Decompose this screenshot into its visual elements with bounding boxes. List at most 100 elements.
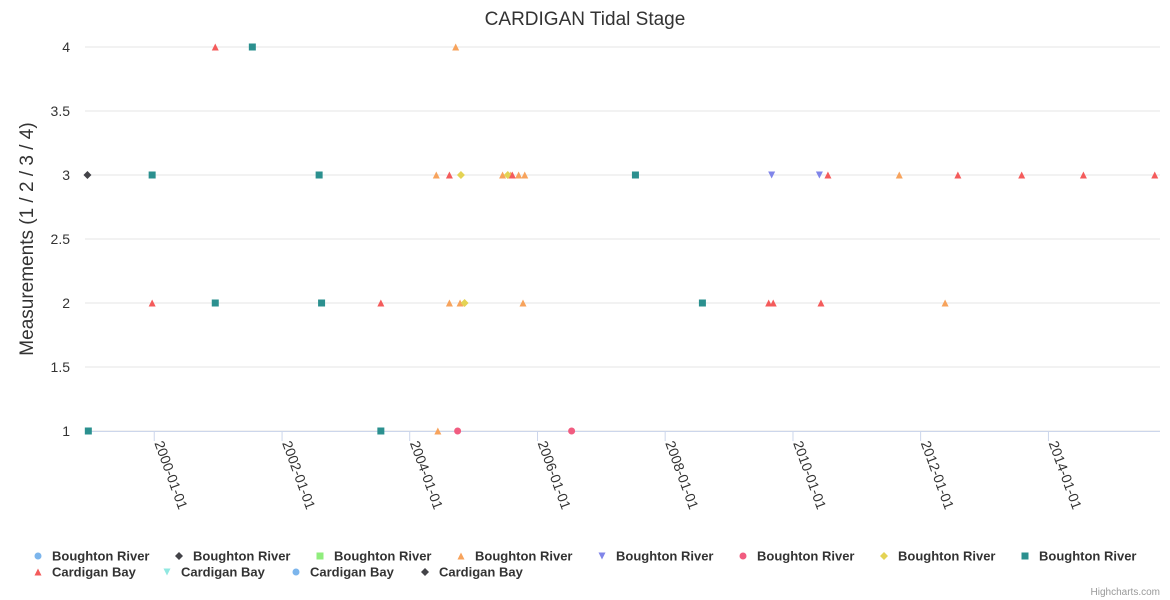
legend-label: Cardigan Bay [181,565,266,580]
data-point-series-8 [1079,171,1087,179]
data-point-series-8 [445,171,453,179]
legend-label: Cardigan Bay [52,565,137,580]
x-axis: 2000-01-01 2002-01-01 2004-01-01 2006-01-01… [85,431,1160,512]
data-point-series-3 [445,299,453,307]
legend-label: Boughton River [193,549,291,564]
legend-symbol [175,552,183,560]
y-tick-label: 4 [62,39,70,55]
legend-label: Boughton River [1039,549,1137,564]
legend-label: Boughton River [898,549,996,564]
data-point-series-3 [941,299,949,307]
legend: Boughton River Boughton River Boughton Riv… [34,549,1137,580]
y-tick-label: 2.5 [51,231,71,247]
data-point-series-3 [519,299,527,307]
data-point-series-3 [499,171,507,179]
legend-label: Boughton River [334,549,432,564]
data-point-series-3 [521,171,529,179]
data-point-series-7 [315,171,323,179]
legend-symbol [598,552,606,560]
data-point-series-7 [148,171,156,179]
legend-item[interactable]: Cardigan Bay [163,565,266,580]
y-tick-label: 3.5 [51,103,71,119]
data-point-series-8 [377,299,385,307]
data-point-series-8 [817,299,825,307]
data-point-series-7 [377,427,385,435]
legend-symbol [1021,552,1029,560]
legend-item[interactable]: Boughton River [34,549,150,564]
legend-item[interactable]: Boughton River [316,549,432,564]
data-point-series-3 [434,427,442,435]
data-point-series-8 [954,171,962,179]
data-point-series-8 [211,43,219,51]
y-tick-label: 1 [62,423,70,439]
y-axis-title: Measurements (1 / 2 / 3 / 4) [17,122,38,355]
legend-item[interactable]: Boughton River [1021,549,1137,564]
legend-item[interactable]: Boughton River [457,549,573,564]
data-point-series-8 [824,171,832,179]
x-tick-label: 2002-01-01 [279,439,319,512]
x-tick-label: 2004-01-01 [407,439,447,512]
data-point-series-3 [432,171,440,179]
legend-symbol [163,568,171,576]
legend-label: Boughton River [616,549,714,564]
data-point-series-3 [895,171,903,179]
legend-label: Boughton River [475,549,573,564]
x-tick-label: 2014-01-01 [1046,439,1086,512]
data-point-series-6 [456,171,465,179]
data-point-series-8 [1151,171,1159,179]
data-point-series-8 [148,299,156,307]
legend-item[interactable]: Boughton River [598,549,714,564]
data-point-series-7 [248,43,256,51]
data-point-series-7 [631,171,639,179]
legend-symbol [34,552,42,560]
legend-label: Cardigan Bay [439,565,524,580]
data-point-series-8 [1018,171,1026,179]
data-point-series-3 [456,299,464,307]
data-point-series-8 [508,171,516,179]
legend-item[interactable]: Boughton River [175,549,291,564]
data-point-series-1 [83,171,92,179]
legend-item[interactable]: Cardigan Bay [421,565,524,580]
data-point-series-7 [318,299,326,307]
data-point-series-5 [454,427,462,435]
legend-symbol [316,552,324,560]
data-point-series-3 [452,43,460,51]
data-point-series-6 [460,299,469,307]
chart-title: CARDIGAN Tidal Stage [485,9,686,30]
legend-symbol [880,552,888,560]
y-tick-label: 1.5 [51,359,71,375]
legend-symbol [421,568,429,576]
legend-symbol [34,568,42,576]
legend-item[interactable]: Cardigan Bay [34,565,137,580]
x-tick-label: 2000-01-01 [151,439,191,512]
legend-symbol [739,552,747,560]
legend-item[interactable]: Boughton River [739,549,855,564]
x-tick-label: 2010-01-01 [790,439,830,512]
data-point-series-8 [765,299,773,307]
legend-label: Cardigan Bay [310,565,395,580]
legend-label: Boughton River [52,549,150,564]
legend-item[interactable]: Boughton River [880,549,996,564]
grid-lines [85,46,1160,432]
x-tick-label: 2008-01-01 [662,439,702,512]
legend-symbol [292,568,300,576]
data-point-series-7 [211,299,219,307]
legend-symbol [457,552,465,560]
x-tick-label: 2012-01-01 [918,439,958,512]
y-tick-label: 3 [62,167,70,183]
legend-item[interactable]: Cardigan Bay [292,565,395,580]
data-point-series-4 [768,171,776,179]
data-point-series-4 [815,171,823,179]
data-points [83,43,1159,435]
credits-link[interactable]: Highcharts.com [1091,587,1160,598]
data-point-series-7 [698,299,706,307]
data-point-series-3 [515,171,523,179]
data-point-series-5 [568,427,576,435]
y-tick-label: 2 [62,295,70,311]
legend-label: Boughton River [757,549,855,564]
data-point-series-8 [769,299,777,307]
x-tick-label: 2006-01-01 [535,439,575,512]
y-axis-ticks: 1 1.5 2 2.5 3 3.5 4 [51,39,71,439]
data-point-series-7 [84,427,92,435]
